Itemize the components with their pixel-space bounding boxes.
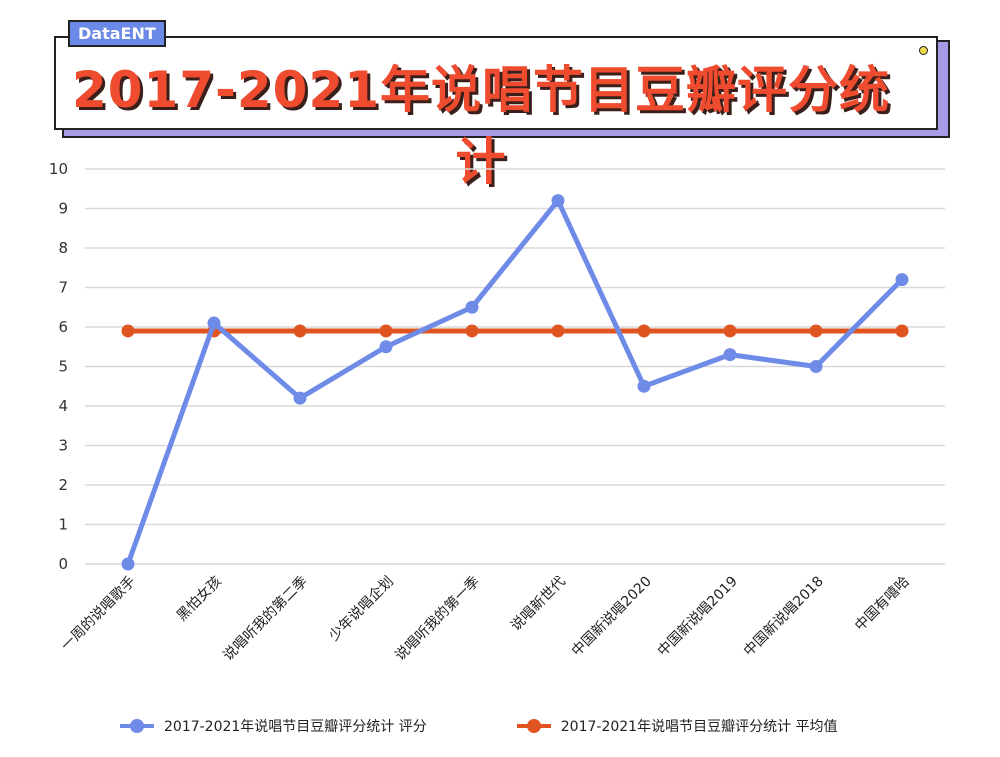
data-point	[207, 316, 221, 330]
y-tick-label: 10	[49, 160, 68, 178]
y-tick-label: 8	[58, 239, 68, 257]
x-tick-label: 黑怕女孩	[173, 573, 225, 625]
data-point	[551, 324, 565, 338]
data-point	[895, 324, 909, 338]
data-point	[379, 324, 393, 338]
legend-item-average[interactable]: 2017-2021年说唱节目豆瓣评分统计 平均值	[516, 716, 838, 736]
x-tick-label: 少年说唱企划	[325, 573, 396, 644]
data-point	[379, 340, 393, 354]
legend-label: 2017-2021年说唱节目豆瓣评分统计 评分	[164, 719, 427, 735]
y-tick-label: 6	[58, 318, 68, 336]
data-point	[121, 557, 135, 571]
y-tick-label: 2	[58, 476, 68, 494]
series-line	[125, 198, 904, 565]
legend-swatch	[516, 719, 551, 733]
legend-item-score[interactable]: 2017-2021年说唱节目豆瓣评分统计 评分	[120, 716, 427, 736]
data-point	[551, 194, 565, 208]
y-tick-label: 1	[58, 516, 68, 534]
x-tick-label: 中国新说唱2020	[569, 574, 655, 660]
data-point	[809, 360, 823, 373]
y-tick-label: 4	[58, 397, 68, 415]
title-banner: 2017-2021年说唱节目豆瓣评分统计	[54, 36, 938, 191]
legend-swatch	[120, 719, 154, 733]
data-point	[723, 348, 737, 362]
x-tick-label: 中国有嘻哈	[852, 574, 913, 635]
x-tick-label: 一周的说唱歌手	[58, 574, 139, 655]
brand-badge: DataENT	[68, 20, 166, 47]
y-tick-label: 3	[58, 437, 68, 455]
legend-label: 2017-2021年说唱节目豆瓣评分统计 平均值	[560, 719, 838, 735]
y-tick-label: 5	[58, 358, 68, 376]
chart-title: 2017-2021年说唱节目豆瓣评分统计	[71, 61, 891, 191]
decorative-dot	[919, 46, 928, 55]
y-tick-label: 0	[58, 555, 68, 573]
x-tick-label: 说唱听我的第二季	[220, 573, 311, 664]
data-point	[637, 379, 651, 393]
data-point	[809, 324, 823, 338]
data-point	[637, 324, 651, 338]
y-tick-label: 9	[58, 200, 68, 218]
y-tick-label: 7	[58, 279, 68, 297]
data-point	[121, 324, 135, 338]
data-point	[293, 324, 307, 338]
legend: 2017-2021年说唱节目豆瓣评分统计 评分 2017-2021年说唱节目豆瓣…	[120, 716, 838, 736]
data-point	[723, 324, 737, 338]
data-point	[465, 300, 479, 314]
x-tick-label: 说唱听我的第一季	[392, 573, 483, 664]
x-tick-label: 中国新说唱2019	[655, 574, 741, 660]
x-tick-label: 说唱新世代	[508, 574, 569, 635]
data-point	[895, 273, 909, 287]
data-point	[465, 324, 479, 338]
x-tick-label: 中国新说唱2018	[741, 574, 827, 660]
data-point	[293, 391, 307, 405]
